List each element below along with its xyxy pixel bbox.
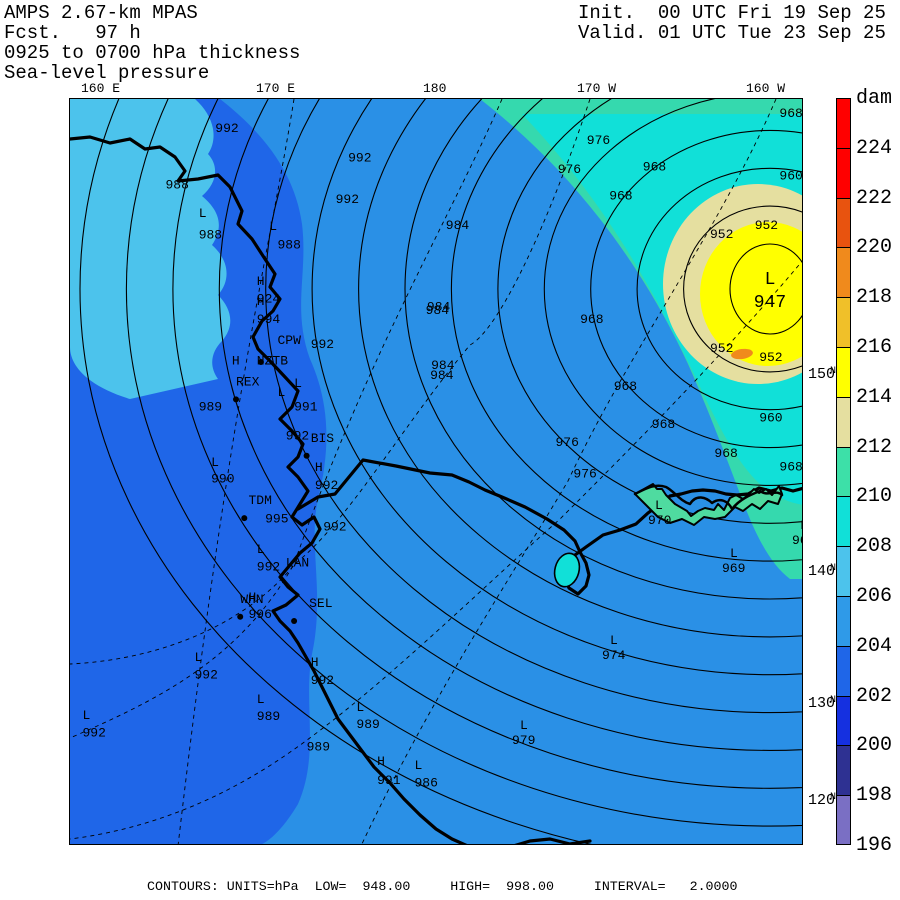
svg-text:992: 992	[311, 337, 334, 352]
svg-text:992: 992	[83, 726, 106, 741]
svg-text:989: 989	[257, 709, 280, 724]
svg-text:L: L	[765, 270, 776, 290]
svg-text:984: 984	[427, 300, 451, 315]
svg-text:952: 952	[710, 341, 733, 356]
svg-text:992: 992	[348, 150, 371, 165]
svg-text:992: 992	[286, 428, 309, 443]
svg-text:L: L	[278, 385, 286, 400]
svg-text:968: 968	[714, 446, 737, 461]
svg-text:L: L	[195, 650, 203, 665]
svg-text:979: 979	[512, 733, 535, 748]
svg-text:974: 974	[602, 648, 626, 663]
svg-text:H: H	[257, 274, 265, 289]
svg-text:H: H	[311, 655, 319, 670]
svg-text:994: 994	[257, 312, 281, 327]
svg-text:992: 992	[323, 520, 346, 535]
svg-text:TDM: TDM	[249, 493, 272, 508]
svg-text:L: L	[294, 376, 302, 391]
svg-text:968: 968	[779, 460, 802, 475]
svg-text:992: 992	[215, 121, 238, 136]
svg-text:984: 984	[431, 358, 455, 373]
svg-text:984: 984	[446, 218, 470, 233]
svg-text:989: 989	[199, 399, 222, 414]
svg-text:952: 952	[759, 350, 782, 365]
svg-text:L: L	[415, 758, 423, 773]
svg-text:L: L	[800, 518, 803, 533]
svg-text:LAN: LAN	[286, 555, 309, 570]
svg-text:SEL: SEL	[309, 596, 332, 611]
svg-text:968: 968	[614, 379, 637, 394]
svg-text:L: L	[655, 498, 663, 513]
svg-text:968: 968	[580, 312, 603, 327]
svg-text:968: 968	[652, 417, 675, 432]
svg-text:L: L	[356, 700, 364, 715]
svg-text:L: L	[83, 708, 91, 723]
svg-text:988: 988	[199, 228, 222, 243]
svg-text:990: 990	[211, 472, 234, 487]
svg-text:989: 989	[307, 740, 330, 755]
svg-text:L: L	[520, 718, 528, 733]
svg-text:968: 968	[609, 189, 632, 204]
svg-text:992: 992	[336, 192, 359, 207]
svg-text:924: 924	[257, 291, 281, 306]
svg-text:988: 988	[278, 237, 301, 252]
svg-text:REX: REX	[236, 374, 260, 389]
svg-text:976: 976	[558, 162, 581, 177]
svg-text:H: H	[232, 354, 240, 369]
svg-text:L: L	[610, 633, 618, 648]
svg-text:L: L	[211, 455, 219, 470]
svg-text:L: L	[257, 542, 265, 557]
svg-text:L: L	[269, 219, 277, 234]
svg-text:L: L	[199, 206, 207, 221]
svg-text:992: 992	[315, 478, 338, 493]
svg-text:992: 992	[195, 667, 218, 682]
svg-text:976: 976	[587, 133, 610, 148]
svg-text:L: L	[257, 692, 265, 707]
svg-text:CPW: CPW	[278, 333, 302, 348]
svg-text:968: 968	[779, 106, 802, 121]
svg-text:996: 996	[249, 607, 272, 622]
svg-text:988: 988	[166, 178, 189, 193]
svg-text:H: H	[315, 460, 323, 475]
svg-text:976: 976	[573, 466, 596, 481]
svg-text:960: 960	[779, 169, 802, 184]
svg-text:991: 991	[377, 773, 401, 788]
svg-text:986: 986	[415, 775, 438, 790]
svg-text:992: 992	[257, 560, 280, 575]
svg-text:991: 991	[294, 399, 318, 414]
svg-text:H: H	[377, 754, 385, 769]
svg-text:952: 952	[710, 227, 733, 242]
svg-text:995: 995	[265, 511, 288, 526]
svg-text:BIS: BIS	[311, 431, 335, 446]
svg-text:970: 970	[648, 513, 671, 528]
svg-text:L: L	[730, 546, 738, 561]
svg-text:H: H	[249, 590, 257, 605]
svg-text:947: 947	[754, 293, 786, 313]
svg-text:989: 989	[356, 717, 379, 732]
svg-text:969: 969	[722, 561, 745, 576]
svg-text:968: 968	[643, 160, 666, 175]
svg-text:976: 976	[556, 435, 579, 450]
svg-text:992: 992	[311, 673, 334, 688]
svg-text:968: 968	[792, 533, 803, 548]
svg-text:952: 952	[755, 218, 778, 233]
svg-text:960: 960	[759, 410, 782, 425]
